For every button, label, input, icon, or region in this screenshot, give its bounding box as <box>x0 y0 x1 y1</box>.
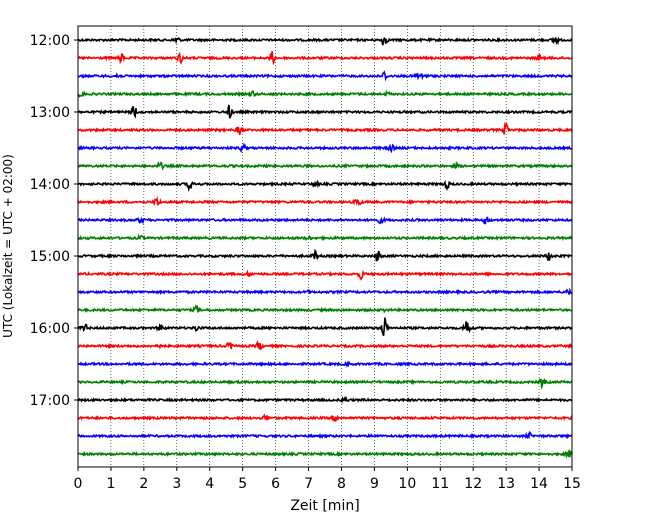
trace-1530 <box>77 287 573 296</box>
y-tick-label: 16:00 <box>30 321 70 337</box>
x-tick-label: 13 <box>497 476 515 492</box>
trace-1300 <box>77 104 573 119</box>
trace-1215 <box>77 51 573 66</box>
x-tick-label: 9 <box>370 476 379 492</box>
trace-1315 <box>77 121 573 136</box>
x-axis-ticks: 0 1 2 3 4 5 6 7 8 9 10 11 12 13 14 15 <box>74 467 581 492</box>
y-tick-label: 17:00 <box>30 393 70 409</box>
trace-1630 <box>77 360 573 369</box>
y-tick-label: 13:00 <box>30 105 70 121</box>
x-tick-label: 8 <box>337 476 346 492</box>
trace-1645 <box>77 377 573 390</box>
x-tick-label: 11 <box>431 476 449 492</box>
trace-1715 <box>77 413 573 422</box>
x-tick-label: 0 <box>74 476 83 492</box>
y-tick-label: 12:00 <box>30 33 70 49</box>
x-tick-label: 7 <box>304 476 313 492</box>
x-tick-label: 10 <box>398 476 416 492</box>
x-tick-label: 14 <box>530 476 548 492</box>
plot-frame <box>77 25 573 468</box>
y-tick-label: 14:00 <box>30 177 70 193</box>
x-tick-label: 1 <box>106 476 115 492</box>
x-tick-label: 6 <box>271 476 280 492</box>
x-tick-label: 3 <box>172 476 181 492</box>
trace-1400 <box>77 179 573 193</box>
y-axis-ticks: 12:00 13:00 14:00 15:00 16:00 17:00 <box>30 33 78 409</box>
trace-1500 <box>77 248 573 262</box>
trace-lines <box>77 36 573 459</box>
trace-1230 <box>77 70 573 82</box>
trace-1200 <box>77 36 573 46</box>
trace-1600 <box>77 317 573 336</box>
trace-1700 <box>77 395 573 404</box>
trace-1745 <box>77 449 573 459</box>
trace-1415 <box>77 196 573 206</box>
trace-1245 <box>77 89 573 98</box>
trace-1545 <box>78 304 573 314</box>
x-tick-label: 5 <box>238 476 247 492</box>
trace-1345 <box>77 160 573 171</box>
trace-1615 <box>77 339 573 351</box>
y-tick-label: 15:00 <box>30 249 70 265</box>
y-axis-label: UTC (Lokalzeit = UTC + 02:00) <box>1 154 15 338</box>
x-tick-label: 15 <box>563 476 581 492</box>
x-tick-label: 4 <box>205 476 214 492</box>
trace-1515 <box>77 269 573 281</box>
trace-1445 <box>77 233 573 242</box>
trace-1730 <box>77 431 573 440</box>
x-tick-label: 2 <box>139 476 148 492</box>
trace-1330 <box>77 142 573 154</box>
trace-1430 <box>77 216 573 226</box>
x-tick-label: 12 <box>464 476 482 492</box>
x-axis-label: Zeit [min] <box>290 498 359 514</box>
